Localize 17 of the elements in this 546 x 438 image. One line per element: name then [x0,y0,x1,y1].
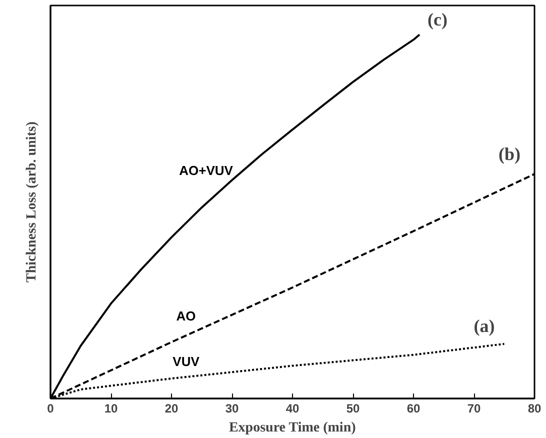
x-tick-label: 60 [406,402,420,416]
annotation: (b) [498,144,521,164]
x-axis-title: Exposure Time (min) [228,420,356,436]
x-tick-label: 70 [467,402,481,416]
series-label: AO+VUV [179,162,234,178]
annotation: (a) [474,316,495,336]
text: (c) [428,10,448,30]
y-axis-title: Thickness Loss (arb. units) [24,121,40,283]
x-tick-label: 80 [528,402,542,416]
x-tick-label: 40 [286,402,300,416]
x-tick-label: 20 [164,402,178,416]
series-label: VUV [172,354,200,369]
x-tick-label: 0 [47,402,54,416]
x-tick-label: 50 [346,402,360,416]
x-tick-label: 10 [104,402,118,416]
x-tick-label: 30 [225,402,239,416]
series-label: AO [176,308,196,324]
